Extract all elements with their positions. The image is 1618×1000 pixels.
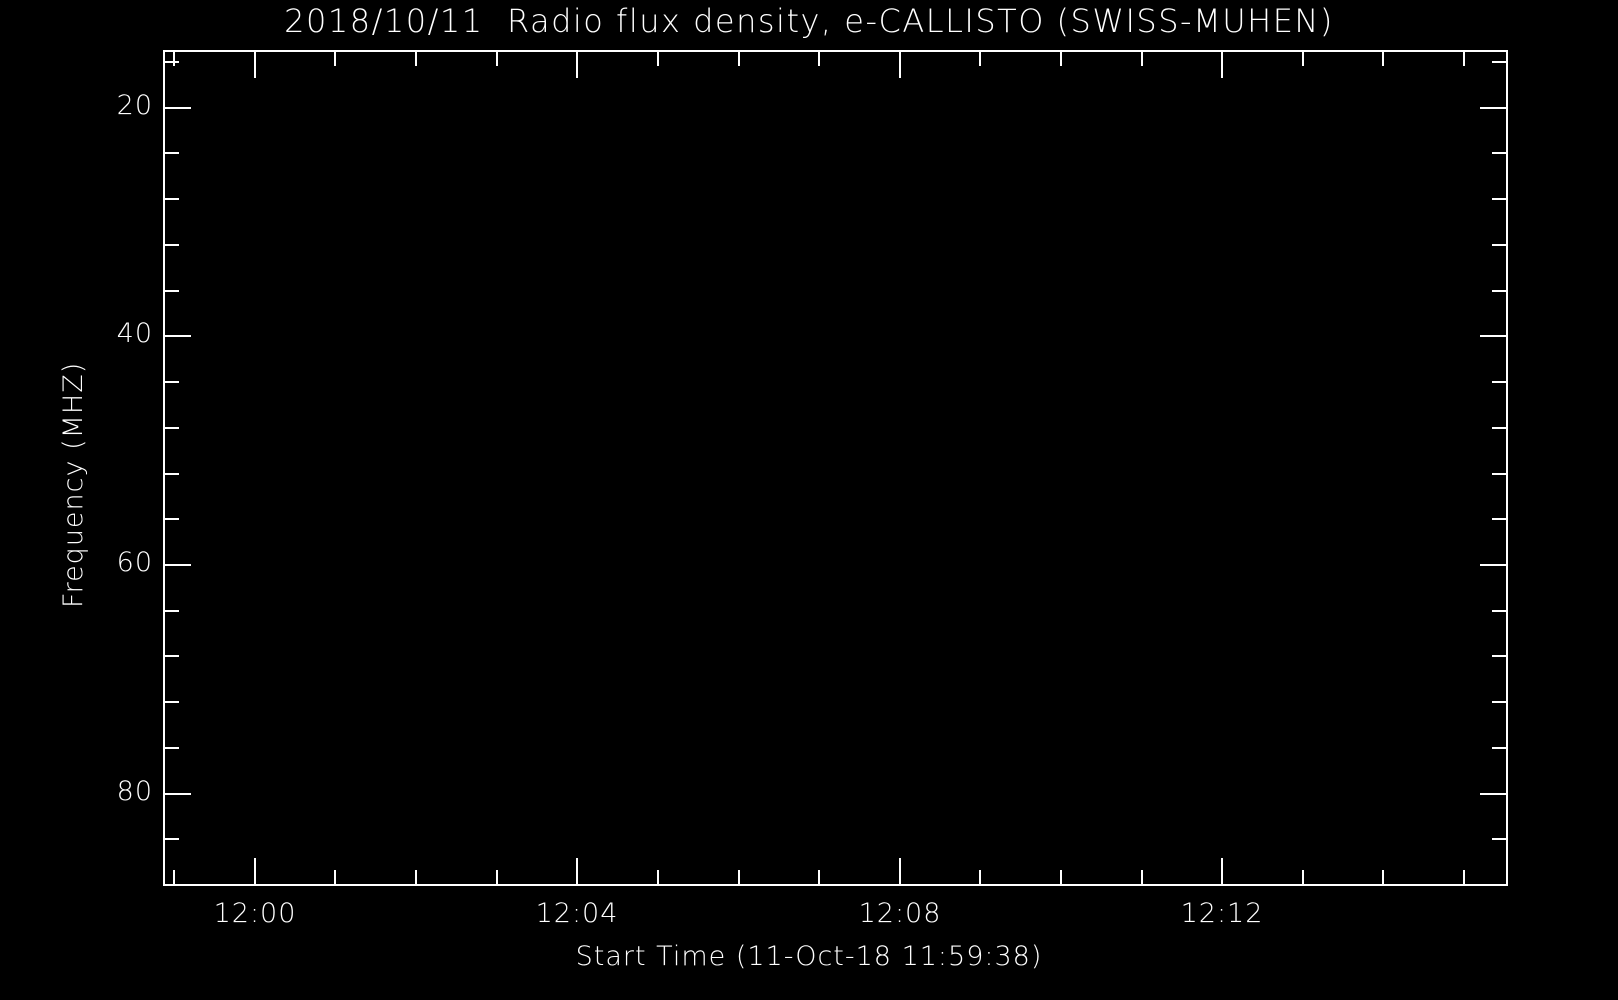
y-minor-tick-right	[1492, 244, 1506, 246]
y-minor-tick-right	[1492, 198, 1506, 200]
y-tick-label: 20	[116, 90, 153, 121]
x-minor-tick-top	[1141, 52, 1143, 66]
y-minor-tick-right	[1492, 701, 1506, 703]
x-minor-tick-top	[415, 52, 417, 66]
x-major-tick-top	[1221, 52, 1223, 78]
x-axis-title: Start Time (11-Oct-18 11:59:38)	[575, 941, 1043, 972]
y-minor-tick	[165, 610, 179, 612]
y-minor-tick-right	[1492, 290, 1506, 292]
x-major-tick	[576, 858, 578, 884]
x-major-tick	[1221, 858, 1223, 884]
y-minor-tick	[165, 61, 179, 63]
x-minor-tick	[979, 870, 981, 884]
x-tick-label: 12:04	[535, 898, 619, 929]
y-tick-label: 80	[116, 776, 153, 807]
x-minor-tick	[1463, 870, 1465, 884]
x-minor-tick-top	[738, 52, 740, 66]
x-minor-tick-top	[1302, 52, 1304, 66]
y-major-tick	[165, 335, 191, 337]
x-minor-tick	[818, 870, 820, 884]
x-minor-tick-top	[979, 52, 981, 66]
y-minor-tick-right	[1492, 655, 1506, 657]
y-minor-tick	[165, 701, 179, 703]
y-major-tick	[165, 107, 191, 109]
y-major-tick	[165, 564, 191, 566]
y-major-tick	[165, 793, 191, 795]
x-minor-tick	[738, 870, 740, 884]
y-axis-title: Frequency (MHZ)	[58, 361, 89, 608]
y-minor-tick-right	[1492, 747, 1506, 749]
x-major-tick-top	[576, 52, 578, 78]
y-minor-tick-right	[1492, 381, 1506, 383]
x-major-tick	[899, 858, 901, 884]
x-minor-tick	[1382, 870, 1384, 884]
x-minor-tick-top	[1463, 52, 1465, 66]
y-minor-tick-right	[1492, 61, 1506, 63]
x-minor-tick	[173, 870, 175, 884]
x-major-tick-top	[899, 52, 901, 78]
x-tick-label: 12:08	[858, 898, 942, 929]
x-minor-tick	[1302, 870, 1304, 884]
x-minor-tick-top	[496, 52, 498, 66]
y-minor-tick	[165, 518, 179, 520]
y-tick-label: 40	[116, 318, 153, 349]
y-minor-tick-right	[1492, 610, 1506, 612]
y-major-tick-right	[1480, 335, 1506, 337]
x-minor-tick-top	[657, 52, 659, 66]
y-minor-tick-right	[1492, 838, 1506, 840]
x-tick-label: 12:00	[213, 898, 297, 929]
x-minor-tick	[657, 870, 659, 884]
y-tick-label: 60	[116, 547, 153, 578]
y-minor-tick	[165, 152, 179, 154]
x-tick-label: 12:12	[1180, 898, 1264, 929]
y-minor-tick	[165, 427, 179, 429]
x-minor-tick	[334, 870, 336, 884]
x-minor-tick-top	[334, 52, 336, 66]
y-minor-tick	[165, 381, 179, 383]
plot-frame	[163, 50, 1508, 886]
y-minor-tick	[165, 198, 179, 200]
x-major-tick	[254, 858, 256, 884]
y-major-tick-right	[1480, 793, 1506, 795]
x-minor-tick	[1060, 870, 1062, 884]
x-minor-tick-top	[818, 52, 820, 66]
x-minor-tick-top	[1060, 52, 1062, 66]
y-minor-tick	[165, 244, 179, 246]
x-major-tick-top	[254, 52, 256, 78]
x-minor-tick	[415, 870, 417, 884]
x-minor-tick	[496, 870, 498, 884]
x-minor-tick-top	[1382, 52, 1384, 66]
y-minor-tick	[165, 655, 179, 657]
y-minor-tick	[165, 290, 179, 292]
y-minor-tick-right	[1492, 427, 1506, 429]
y-major-tick-right	[1480, 564, 1506, 566]
figure-title: 2018/10/11 Radio flux density, e-CALLIST…	[284, 2, 1334, 40]
x-minor-tick	[1141, 870, 1143, 884]
y-minor-tick	[165, 747, 179, 749]
y-major-tick-right	[1480, 107, 1506, 109]
y-minor-tick	[165, 473, 179, 475]
x-minor-tick-top	[173, 52, 175, 66]
y-minor-tick-right	[1492, 152, 1506, 154]
y-minor-tick-right	[1492, 518, 1506, 520]
y-minor-tick	[165, 838, 179, 840]
y-minor-tick-right	[1492, 473, 1506, 475]
